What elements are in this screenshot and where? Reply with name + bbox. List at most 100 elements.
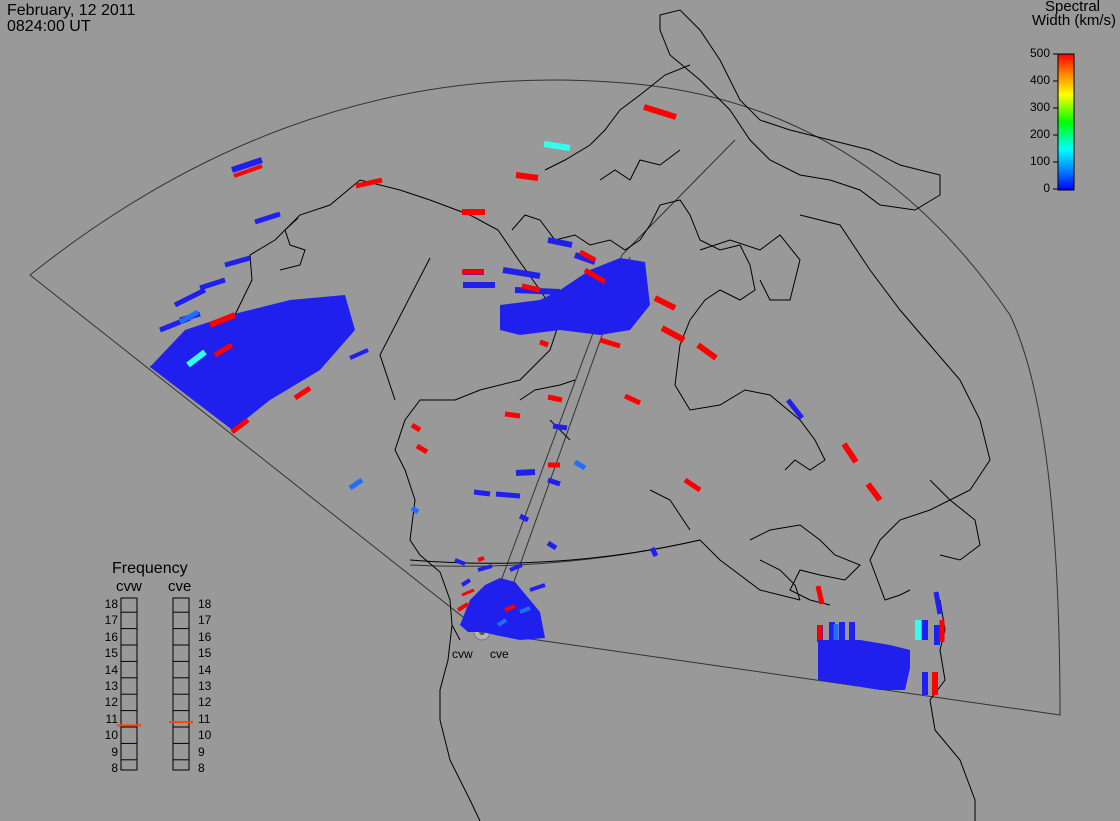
colorbar-tick: 0: [1043, 181, 1050, 195]
echo-cell: [473, 489, 491, 497]
echo-cell: [509, 563, 523, 572]
echo-cell: [349, 348, 369, 360]
echo-cell: [696, 342, 718, 361]
echo-cell: [199, 277, 226, 291]
freq-label-left: 9: [111, 744, 118, 759]
freq-label-right: 9: [198, 744, 205, 759]
echo-cell: [547, 237, 573, 248]
freq-label-right: 15: [198, 646, 212, 661]
echo-region: [460, 578, 545, 640]
freq-label-right: 8: [198, 761, 205, 775]
colorbar-tick: 100: [1029, 154, 1050, 168]
colorbar-tick: 400: [1029, 73, 1050, 87]
echo-cell: [230, 418, 250, 434]
colorbar-tick: 300: [1029, 100, 1050, 114]
echo-cell: [254, 211, 281, 225]
echo-region: [150, 295, 355, 432]
echo-cell: [547, 477, 561, 487]
echo-cell: [173, 287, 207, 308]
echo-cell: [213, 342, 234, 358]
freq-label-left: 11: [105, 711, 118, 726]
freq-label-right: 11: [198, 711, 211, 726]
echo-cell: [415, 443, 429, 455]
backscatter-echoes: [150, 104, 945, 695]
echo-cell: [653, 295, 677, 311]
echo-cell: [841, 442, 859, 464]
echo-cell: [539, 339, 549, 348]
echo-cell: [519, 606, 531, 614]
echo-region: [500, 258, 650, 335]
date-label: February, 12 2011: [7, 2, 136, 19]
echo-cell: [546, 540, 558, 551]
echo-cell: [578, 249, 597, 263]
echo-cell: [933, 591, 943, 615]
freq-label-right: 14: [198, 662, 212, 677]
echo-cell: [552, 423, 568, 431]
echo-cell: [461, 588, 475, 597]
echo-cell: [649, 546, 659, 558]
echo-cell: [233, 164, 263, 178]
freq-label-left: 14: [104, 662, 118, 677]
echo-cell: [477, 556, 485, 562]
freq-label-right: 18: [198, 597, 212, 611]
echo-cell: [515, 172, 539, 181]
echo-cell: [573, 459, 587, 471]
echo-cell: [623, 393, 642, 406]
echo-cell: [815, 585, 825, 605]
echo-cell: [293, 385, 312, 401]
echo-cell: [502, 267, 541, 279]
echo-cell: [496, 618, 508, 627]
frequency-title: Frequency: [112, 560, 188, 577]
freq-label-left: 15: [104, 646, 118, 661]
colorbar: [1053, 53, 1075, 191]
echo-cell: [495, 491, 521, 499]
freq-label-left: 17: [104, 613, 118, 628]
coastline: [149, 9, 991, 821]
freq-label-right: 12: [198, 695, 212, 710]
cvw-freq-column: [120, 597, 138, 771]
freq-label-right: 16: [198, 629, 212, 644]
echo-cell: [456, 602, 470, 612]
freq-label-right: 17: [198, 613, 212, 628]
echo-cell: [529, 583, 546, 592]
freq-col-cvw: cvw: [116, 578, 142, 595]
echo-cell: [178, 309, 200, 325]
radar-label-cve: cve: [490, 647, 509, 661]
echo-cell: [683, 477, 702, 493]
radar-label-cvw: cvw: [452, 647, 473, 661]
freq-label-right: 13: [198, 679, 212, 693]
echo-cell: [224, 255, 251, 268]
echo-cell: [660, 325, 686, 343]
freq-label-left: 13: [104, 679, 118, 693]
freq-label-left: 12: [104, 695, 118, 710]
echo-cell: [583, 267, 607, 285]
time-label: 0824:00 UT: [7, 18, 91, 35]
freq-label-left: 8: [111, 761, 118, 775]
echo-cell: [543, 141, 571, 151]
echo-cell: [410, 422, 422, 433]
echo-cell: [786, 398, 804, 420]
echo-cell: [477, 564, 493, 572]
frequency-gauge: [117, 597, 193, 771]
echo-cell: [231, 157, 263, 173]
echo-cell: [643, 104, 677, 120]
echo-cell: [518, 513, 530, 523]
freq-label-left: 16: [104, 629, 118, 644]
echo-cell: [547, 394, 563, 403]
echo-cell: [454, 558, 466, 566]
fov-outline: [29, 79, 1061, 716]
echo-cell: [515, 469, 536, 476]
colorbar-tick: 500: [1029, 46, 1050, 60]
echo-cell: [186, 349, 207, 368]
echo-cell: [865, 482, 883, 502]
colorbar-title-2: Width (km/s): [1031, 12, 1116, 29]
freq-label-right: 10: [198, 728, 212, 743]
echo-cell: [355, 177, 383, 189]
colorbar-tick: 200: [1029, 127, 1050, 141]
echo-cell: [504, 411, 521, 419]
echo-cell: [410, 505, 420, 515]
echo-cell: [460, 578, 472, 587]
echo-cell: [208, 312, 237, 328]
freq-label-left: 10: [104, 728, 118, 743]
